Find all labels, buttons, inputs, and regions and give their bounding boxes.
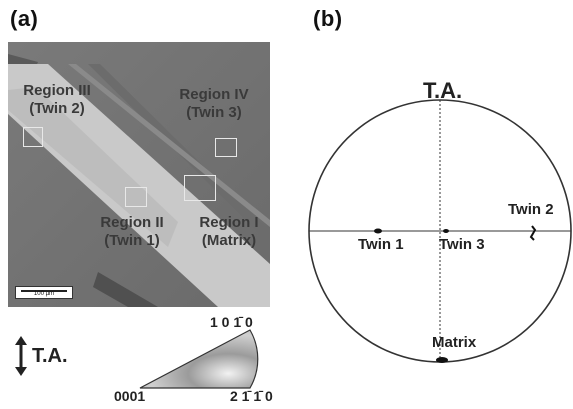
pole-figure-ta-label: T.A. [423, 78, 462, 104]
ipf-bottom-right-label: 2 1̄ 1̄ 0 [230, 388, 273, 404]
twin-1-point [374, 229, 382, 234]
panel-a-label: (a) [10, 6, 38, 32]
matrix-label: Matrix [432, 334, 476, 351]
region-ii-label: Region II (Twin 1) [82, 214, 182, 250]
region-i-label: Region I (Matrix) [194, 214, 264, 250]
scale-bar: 100 µm [15, 286, 73, 299]
twin-2-point [531, 226, 535, 240]
double-arrow-icon [14, 336, 28, 376]
twin-3-label: Twin 3 [439, 236, 485, 253]
region-iv-label: Region IV (Twin 3) [164, 86, 264, 122]
twin-1-label: Twin 1 [358, 236, 404, 253]
tensile-axis-legend: T.A. [32, 345, 68, 368]
region-iv-box [215, 138, 237, 157]
ebsd-orientation-map: Region III (Twin 2) Region IV (Twin 3) R… [8, 42, 270, 307]
twin-2-label: Twin 2 [508, 201, 554, 218]
region-iii-box [23, 127, 43, 147]
matrix-point [436, 357, 448, 363]
region-iii-label: Region III (Twin 2) [12, 82, 102, 118]
ipf-top-label: 1 0 1̄ 0 [210, 314, 253, 330]
scale-bar-text: 100 µm [16, 291, 72, 297]
region-i-box [184, 175, 216, 201]
region-ii-box [125, 187, 147, 207]
twin-3-point [443, 229, 449, 233]
panel-b-label: (b) [313, 6, 343, 32]
ipf-bottom-left-label: 0001 [114, 388, 145, 404]
inverse-pole-figure-triangle [138, 326, 268, 390]
